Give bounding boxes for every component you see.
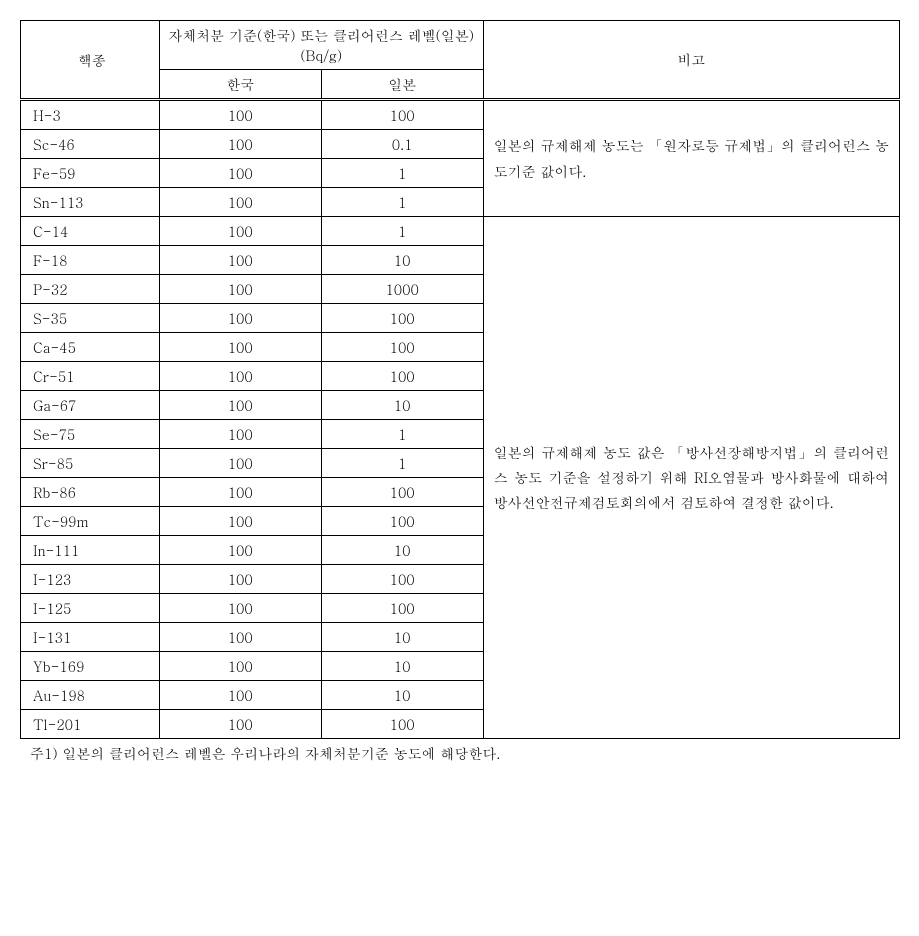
korea-value-cell: 100 [159, 594, 321, 623]
nuclide-cell: H-3 [21, 100, 160, 130]
japan-value-cell: 100 [321, 362, 483, 391]
nuclide-cell: P-32 [21, 275, 160, 304]
nuclide-cell: Sc-46 [21, 130, 160, 159]
japan-value-cell: 1 [321, 188, 483, 217]
korea-value-cell: 100 [159, 362, 321, 391]
korea-value-cell: 100 [159, 130, 321, 159]
korea-value-cell: 100 [159, 681, 321, 710]
korea-value-cell: 100 [159, 391, 321, 420]
nuclide-cell: I-131 [21, 623, 160, 652]
nuclide-cell: Tc-99m [21, 507, 160, 536]
nuclide-cell: Ca-45 [21, 333, 160, 362]
table-row: H-3100100일본의 규제해제 농도는 「원자로등 규제법」의 클리어런스 … [21, 100, 900, 130]
japan-value-cell: 0.1 [321, 130, 483, 159]
korea-value-cell: 100 [159, 478, 321, 507]
nuclide-cell: C-14 [21, 217, 160, 246]
header-korea: 한국 [159, 70, 321, 100]
japan-value-cell: 100 [321, 594, 483, 623]
nuclide-cell: I-123 [21, 565, 160, 594]
japan-value-cell: 100 [321, 304, 483, 333]
nuclide-cell: Tl-201 [21, 710, 160, 739]
nuclide-cell: Sr-85 [21, 449, 160, 478]
korea-value-cell: 100 [159, 217, 321, 246]
header-nuclide: 핵종 [21, 21, 160, 100]
korea-value-cell: 100 [159, 710, 321, 739]
note-cell: 일본의 규제해제 농도는 「원자로등 규제법」의 클리어런스 농도기준 값이다. [483, 100, 899, 217]
japan-value-cell: 1 [321, 420, 483, 449]
korea-value-cell: 100 [159, 246, 321, 275]
korea-value-cell: 100 [159, 565, 321, 594]
japan-value-cell: 100 [321, 333, 483, 362]
japan-value-cell: 10 [321, 246, 483, 275]
nuclide-cell: S-35 [21, 304, 160, 333]
nuclide-cell: Fe-59 [21, 159, 160, 188]
korea-value-cell: 100 [159, 652, 321, 681]
note-cell: 일본의 규제해제 농도 값은 「방사선장해방지법」의 클리어런스 농도 기준을 … [483, 217, 899, 739]
nuclide-cell: Se-75 [21, 420, 160, 449]
nuclide-cell: I-125 [21, 594, 160, 623]
table-row: C-141001일본의 규제해제 농도 값은 「방사선장해방지법」의 클리어런스… [21, 217, 900, 246]
korea-value-cell: 100 [159, 449, 321, 478]
nuclide-cell: Cr-51 [21, 362, 160, 391]
nuclide-cell: Au-198 [21, 681, 160, 710]
header-note: 비고 [483, 21, 899, 100]
japan-value-cell: 100 [321, 565, 483, 594]
korea-value-cell: 100 [159, 507, 321, 536]
korea-value-cell: 100 [159, 304, 321, 333]
japan-value-cell: 100 [321, 478, 483, 507]
japan-value-cell: 10 [321, 681, 483, 710]
nuclide-cell: Sn-113 [21, 188, 160, 217]
japan-value-cell: 10 [321, 652, 483, 681]
japan-value-cell: 10 [321, 391, 483, 420]
nuclide-cell: F-18 [21, 246, 160, 275]
korea-value-cell: 100 [159, 275, 321, 304]
japan-value-cell: 1 [321, 449, 483, 478]
nuclide-cell: Ga-67 [21, 391, 160, 420]
korea-value-cell: 100 [159, 333, 321, 362]
korea-value-cell: 100 [159, 623, 321, 652]
japan-value-cell: 100 [321, 507, 483, 536]
korea-value-cell: 100 [159, 420, 321, 449]
header-japan: 일본 [321, 70, 483, 100]
japan-value-cell: 10 [321, 623, 483, 652]
japan-value-cell: 100 [321, 710, 483, 739]
korea-value-cell: 100 [159, 536, 321, 565]
korea-value-cell: 100 [159, 188, 321, 217]
footnote: 주1) 일본의 클리어런스 레벨은 우리나라의 자체처분기준 농도에 해당한다. [20, 743, 900, 763]
korea-value-cell: 100 [159, 100, 321, 130]
japan-value-cell: 100 [321, 100, 483, 130]
nuclide-comparison-table: 핵종 자체처분 기준(한국) 또는 클리어런스 레벨(일본) (Bq/g) 비고… [20, 20, 900, 739]
nuclide-cell: In-111 [21, 536, 160, 565]
japan-value-cell: 1 [321, 159, 483, 188]
nuclide-cell: Yb-169 [21, 652, 160, 681]
nuclide-cell: Rb-86 [21, 478, 160, 507]
korea-value-cell: 100 [159, 159, 321, 188]
japan-value-cell: 1 [321, 217, 483, 246]
japan-value-cell: 10 [321, 536, 483, 565]
header-criteria: 자체처분 기준(한국) 또는 클리어런스 레벨(일본) (Bq/g) [159, 21, 483, 70]
japan-value-cell: 1000 [321, 275, 483, 304]
